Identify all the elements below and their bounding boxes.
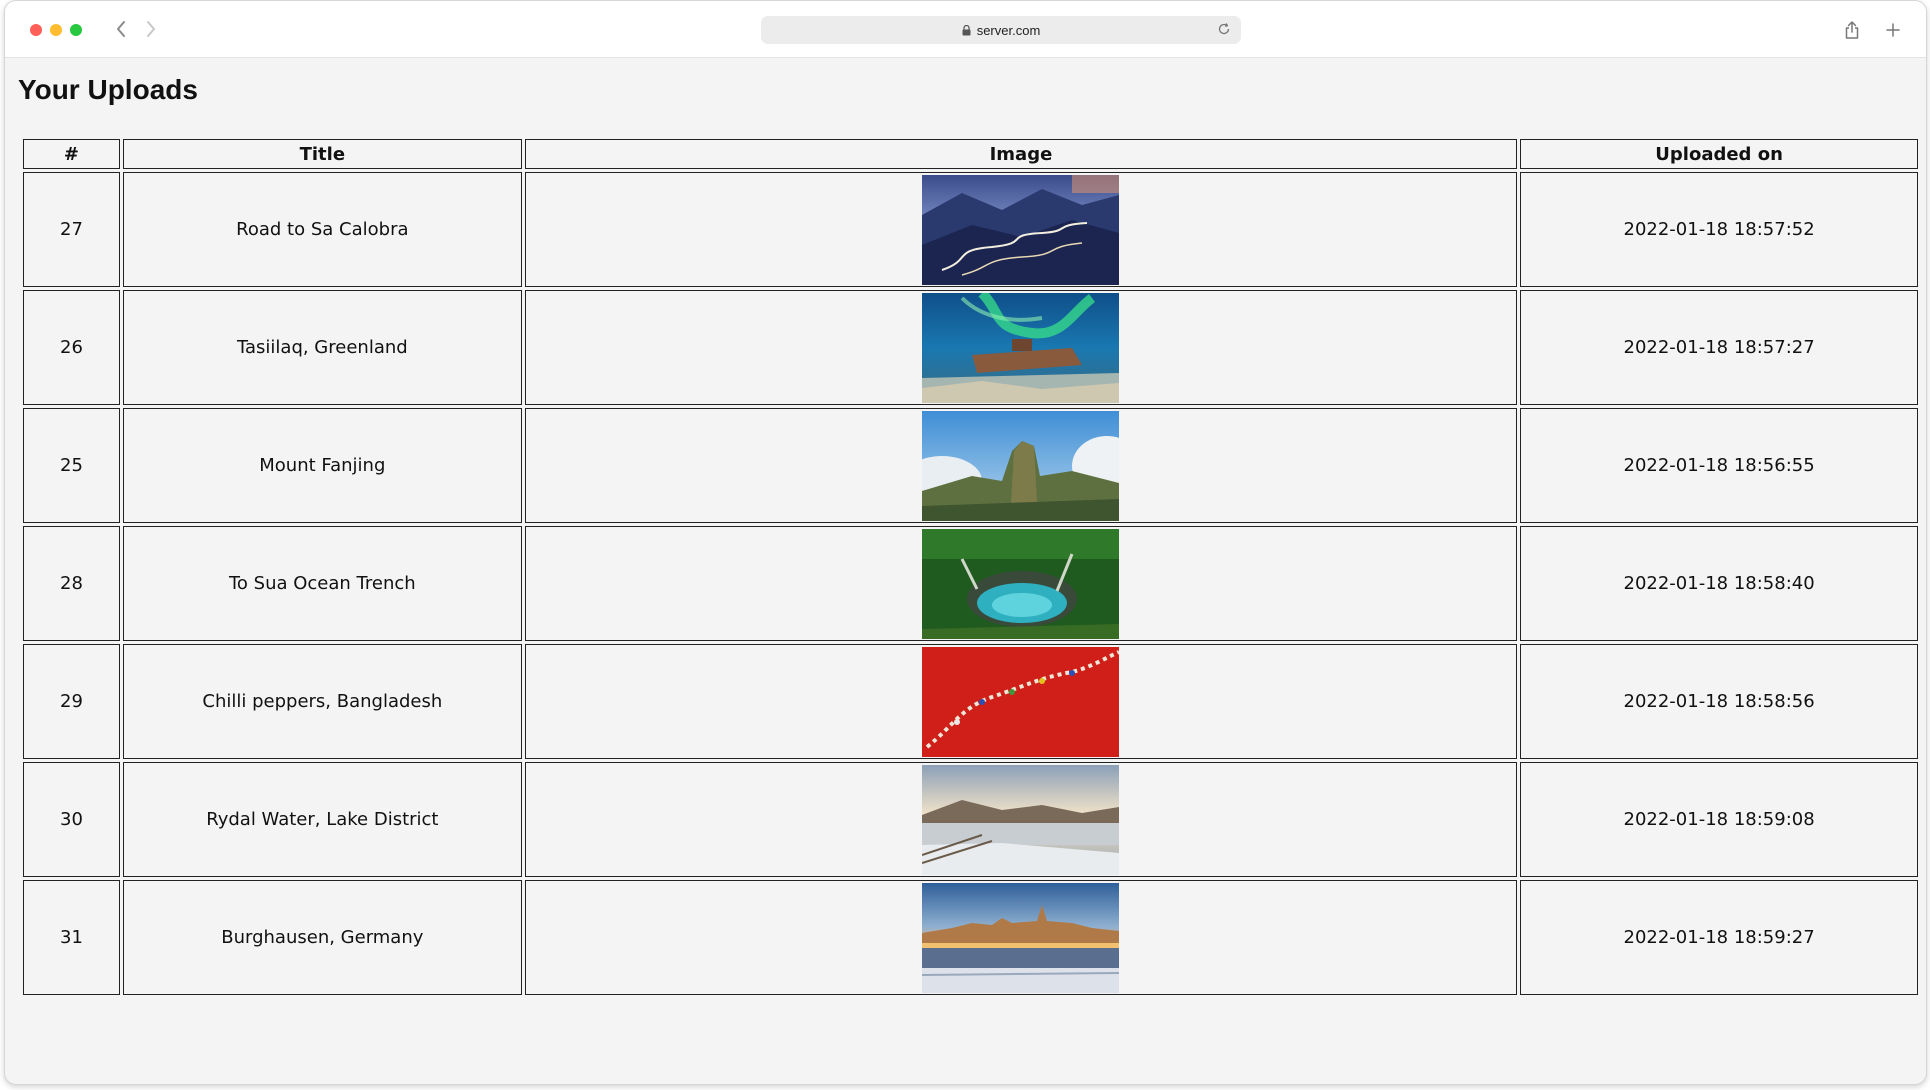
chevron-left-icon (117, 21, 125, 37)
town-sunset-photo[interactable] (922, 882, 1120, 993)
mountain-road-photo[interactable] (922, 174, 1120, 285)
chilli-field-photo[interactable] (922, 646, 1120, 757)
row-title: Burghausen, Germany (122, 880, 522, 995)
browser-window: server.com Your Uploads # Title Image Up… (4, 0, 1927, 1085)
table-row: 25 Mount Fanjing 2022-01-18 (23, 408, 1918, 523)
row-number: 27 (23, 172, 120, 287)
maximize-window-button[interactable] (70, 24, 82, 36)
row-uploaded-on: 2022-01-18 18:59:08 (1520, 762, 1918, 877)
row-image-cell (524, 644, 1518, 759)
new-tab-button[interactable] (1880, 16, 1906, 44)
row-image-cell (524, 172, 1518, 287)
row-number: 28 (23, 526, 120, 641)
row-uploaded-on: 2022-01-18 18:59:27 (1520, 880, 1918, 995)
row-number: 26 (23, 290, 120, 405)
row-uploaded-on: 2022-01-18 18:58:56 (1520, 644, 1918, 759)
row-title: Mount Fanjing (122, 408, 522, 523)
row-number: 25 (23, 408, 120, 523)
minimize-window-button[interactable] (50, 24, 62, 36)
back-button[interactable] (109, 15, 133, 43)
plus-icon (1886, 23, 1900, 37)
row-uploaded-on: 2022-01-18 18:57:27 (1520, 290, 1918, 405)
row-number: 31 (23, 880, 120, 995)
uploads-table: # Title Image Uploaded on 27 Road to Sa … (20, 136, 1921, 998)
forward-button[interactable] (139, 15, 163, 43)
browser-toolbar: server.com (5, 1, 1926, 58)
share-icon (1845, 21, 1859, 39)
page-title: Your Uploads (18, 74, 198, 105)
header-title: Title (122, 139, 522, 169)
table-row: 27 Road to Sa Calobra 2022- (23, 172, 1918, 287)
row-number: 29 (23, 644, 120, 759)
mountain-peak-clouds-photo[interactable] (922, 410, 1120, 521)
table-row: 28 To Sua Ocean Trench 2022 (23, 526, 1918, 641)
ocean-trench-photo[interactable] (922, 528, 1120, 639)
row-image-cell (524, 408, 1518, 523)
row-image-cell (524, 290, 1518, 405)
chevron-right-icon (147, 21, 155, 37)
header-number: # (23, 139, 120, 169)
row-uploaded-on: 2022-01-18 18:58:40 (1520, 526, 1918, 641)
table-row: 30 Rydal Water, Lake District (23, 762, 1918, 877)
row-number: 30 (23, 762, 120, 877)
header-uploaded-on: Uploaded on (1520, 139, 1918, 169)
table-row: 26 Tasiilaq, Greenland (23, 290, 1918, 405)
row-image-cell (524, 880, 1518, 995)
aurora-shipwreck-photo[interactable] (922, 292, 1120, 403)
header-image: Image (524, 139, 1518, 169)
table-row: 31 Burghausen, Germany 2022 (23, 880, 1918, 995)
row-title: Chilli peppers, Bangladesh (122, 644, 522, 759)
row-image-cell (524, 526, 1518, 641)
row-uploaded-on: 2022-01-18 18:57:52 (1520, 172, 1918, 287)
close-window-button[interactable] (30, 24, 42, 36)
row-title: Road to Sa Calobra (122, 172, 522, 287)
share-button[interactable] (1839, 16, 1865, 44)
row-title: To Sua Ocean Trench (122, 526, 522, 641)
lock-icon (962, 24, 971, 36)
row-title: Rydal Water, Lake District (122, 762, 522, 877)
address-url: server.com (976, 22, 1041, 38)
table-row: 29 Chilli peppers, Bangladesh (23, 644, 1918, 759)
page-content: Your Uploads # Title Image Uploaded on 2… (5, 58, 1926, 1084)
row-uploaded-on: 2022-01-18 18:56:55 (1520, 408, 1918, 523)
row-title: Tasiilaq, Greenland (122, 290, 522, 405)
row-image-cell (524, 762, 1518, 877)
table-header-row: # Title Image Uploaded on (23, 139, 1918, 169)
snowy-lake-photo[interactable] (922, 764, 1120, 875)
reload-icon[interactable] (1217, 22, 1231, 36)
address-bar[interactable]: server.com (761, 16, 1241, 44)
